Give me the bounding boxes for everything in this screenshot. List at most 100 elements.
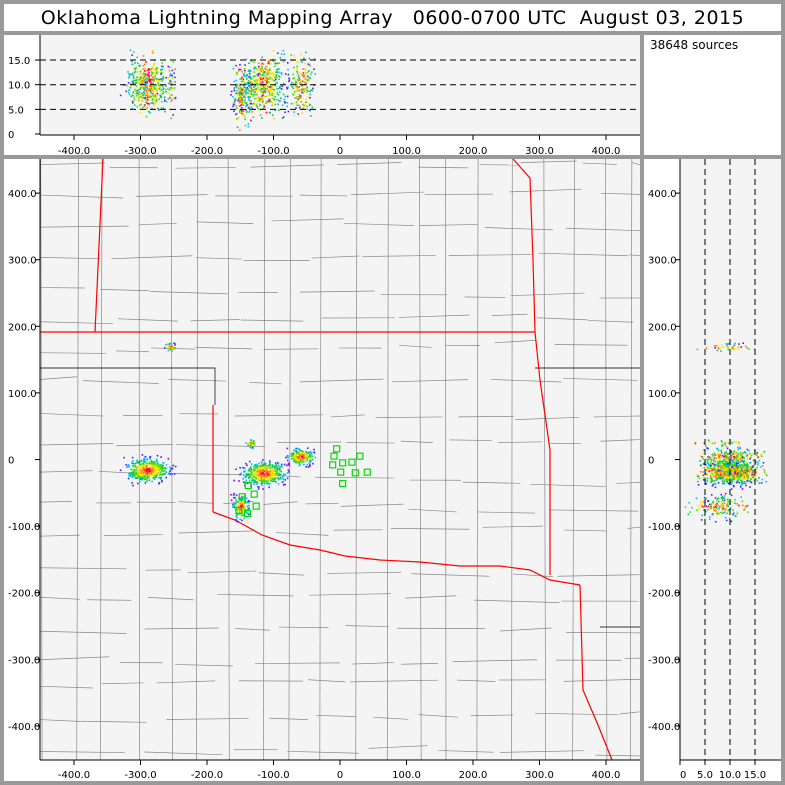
source-point (248, 111, 251, 113)
source-point (260, 469, 263, 472)
source-point (284, 456, 287, 459)
source-point (240, 87, 242, 90)
source-point (724, 442, 726, 445)
source-point (273, 468, 275, 471)
source-point (736, 512, 739, 515)
source-point (147, 95, 149, 98)
source-point (697, 475, 700, 477)
source-point (282, 93, 285, 96)
source-point (723, 459, 726, 462)
source-point (266, 481, 269, 484)
source-point (277, 483, 280, 485)
source-point (233, 496, 235, 499)
source-point (301, 455, 303, 458)
county-line (344, 222, 414, 226)
source-point (725, 344, 728, 346)
source-point (720, 468, 723, 470)
source-point (265, 466, 268, 469)
source-point (268, 474, 271, 477)
source-point (246, 81, 249, 84)
source-point (147, 73, 150, 75)
source-point (157, 71, 159, 74)
source-point (298, 456, 300, 458)
source-point (251, 103, 254, 105)
source-point (135, 85, 138, 87)
source-point (754, 468, 757, 471)
source-point (232, 95, 234, 98)
county-line (100, 289, 150, 292)
source-point (740, 496, 743, 498)
source-point (253, 443, 256, 446)
source-point (717, 497, 719, 500)
county-line (563, 378, 638, 381)
source-point (161, 479, 163, 482)
source-point (264, 67, 266, 70)
source-point (252, 93, 255, 96)
source-point (280, 72, 283, 74)
source-point (732, 345, 735, 348)
source-point (247, 83, 249, 86)
source-point (713, 479, 716, 482)
county-line (195, 257, 242, 260)
source-point (721, 496, 724, 498)
source-point (261, 99, 264, 101)
source-point (153, 93, 155, 96)
source-point (160, 78, 162, 81)
source-point (144, 82, 147, 84)
source-point (150, 474, 152, 477)
county-line (227, 158, 230, 761)
source-point (161, 468, 163, 471)
county-line (476, 158, 479, 761)
source-point (134, 70, 137, 73)
source-point (148, 71, 150, 74)
source-point (245, 473, 247, 476)
source-point (139, 78, 142, 80)
county-line (399, 344, 432, 348)
source-point (249, 77, 252, 79)
source-point (240, 514, 243, 517)
source-point (744, 451, 747, 454)
source-point (293, 102, 296, 105)
source-point (732, 475, 735, 478)
source-point (132, 83, 135, 85)
source-point (237, 117, 239, 119)
county-line (254, 662, 340, 664)
source-point (723, 500, 726, 503)
source-point (273, 98, 276, 101)
source-point (261, 56, 264, 59)
source-point (749, 468, 752, 470)
source-point (715, 457, 717, 460)
source-point (254, 104, 256, 106)
source-point (294, 79, 297, 81)
source-point (269, 478, 272, 480)
source-point (300, 96, 302, 99)
source-point (266, 81, 268, 84)
source-point (259, 470, 261, 472)
source-point (308, 57, 311, 60)
side-ytick-label: 100.0 (648, 389, 677, 400)
source-point (249, 475, 252, 478)
source-point (244, 470, 246, 473)
source-point (240, 97, 243, 100)
source-point (729, 455, 732, 457)
source-point (731, 477, 733, 479)
source-point (136, 56, 138, 59)
county-line (82, 380, 159, 384)
source-point (275, 74, 277, 76)
source-point (141, 74, 144, 77)
source-point (725, 453, 727, 456)
source-point (282, 60, 285, 63)
source-point (147, 473, 150, 476)
source-point (233, 492, 236, 495)
source-point (252, 89, 254, 92)
source-point (739, 469, 741, 472)
source-point (714, 471, 716, 474)
source-point (717, 471, 720, 473)
source-point (160, 464, 162, 466)
source-point (241, 100, 243, 103)
source-point (287, 455, 289, 457)
source-point (265, 65, 267, 68)
source-point (159, 476, 161, 479)
source-point (131, 60, 133, 63)
source-point (278, 78, 280, 81)
